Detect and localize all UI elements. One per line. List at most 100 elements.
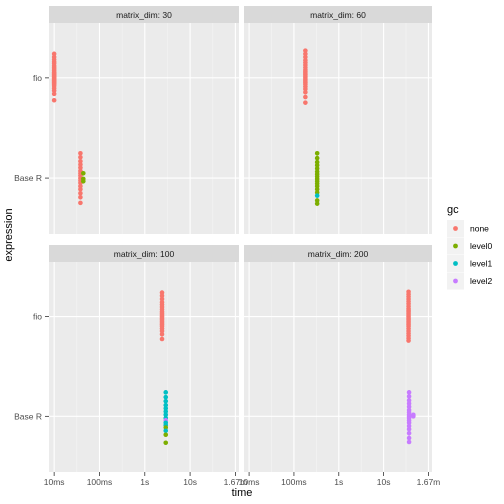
x-tick-label: 1.67m	[417, 477, 441, 487]
data-point	[406, 426, 412, 432]
data-point	[163, 394, 169, 400]
data-point	[163, 406, 169, 411]
facet-strip	[49, 6, 239, 23]
data-point	[406, 435, 412, 441]
legend-item-label: level0	[470, 241, 492, 251]
data-point	[406, 404, 412, 410]
data-point	[411, 413, 416, 418]
data-point	[78, 165, 83, 170]
data-point	[51, 51, 57, 57]
x-tick-label: 1s	[140, 477, 149, 487]
data-point	[51, 97, 57, 103]
data-point	[406, 398, 412, 403]
data-point	[314, 190, 320, 195]
data-point	[406, 401, 412, 406]
data-point	[303, 86, 308, 92]
data-point	[314, 201, 320, 206]
legend-title: gc	[447, 204, 459, 216]
data-point	[303, 100, 308, 105]
legend: gc none level0 level1 level2	[447, 204, 492, 290]
x-tick-label: 100ms	[87, 477, 113, 487]
legend-swatch	[453, 278, 458, 284]
data-point	[78, 150, 83, 156]
data-point	[314, 159, 320, 165]
data-point	[406, 394, 412, 399]
y-tick-label: Base R	[14, 411, 42, 421]
data-point	[51, 88, 57, 93]
data-point	[163, 440, 169, 446]
data-point	[78, 186, 83, 192]
data-point	[78, 200, 83, 206]
panel-background	[49, 23, 239, 234]
data-point	[314, 162, 320, 168]
y-axis-title: expression	[3, 208, 15, 261]
data-point	[314, 193, 320, 198]
panel-background	[244, 262, 432, 472]
data-point	[163, 432, 169, 438]
x-tick-label: 1.67m	[224, 477, 248, 487]
x-tick-label: 10s	[183, 477, 197, 487]
facet-panel: matrix_dim: 30	[49, 6, 239, 234]
x-tick-label: 100ms	[281, 477, 307, 487]
x-axis-title: time	[232, 487, 253, 499]
x-tick-label: 10ms	[44, 477, 65, 487]
panel-background	[49, 262, 239, 472]
y-tick-label: fio	[33, 312, 42, 322]
legend-item-label: none	[470, 224, 489, 234]
data-point	[303, 94, 308, 100]
legend-swatch	[453, 243, 458, 249]
data-point	[406, 420, 412, 426]
data-point	[406, 390, 412, 395]
x-tick-label: 1s	[334, 477, 343, 487]
data-point	[159, 296, 165, 302]
data-point	[303, 48, 308, 53]
legend-swatch	[453, 261, 458, 266]
data-point	[163, 409, 169, 414]
data-point	[314, 198, 320, 203]
legend-swatch	[453, 226, 458, 231]
data-point	[406, 338, 411, 343]
facet-strip-label: matrix_dim: 100	[114, 249, 175, 259]
data-point	[159, 290, 165, 295]
data-point	[159, 336, 165, 342]
data-point	[163, 412, 169, 418]
data-point	[78, 190, 83, 196]
data-point	[163, 390, 169, 395]
data-point	[303, 54, 308, 60]
data-point	[159, 331, 165, 337]
data-point	[314, 186, 320, 192]
data-point	[81, 178, 86, 184]
data-point	[78, 158, 83, 164]
facet-strip	[244, 6, 432, 23]
y-tick-label: Base R	[14, 173, 42, 183]
data-point	[406, 439, 412, 445]
data-point	[159, 328, 165, 334]
data-point	[303, 51, 308, 57]
data-point	[314, 150, 320, 156]
data-point	[303, 89, 308, 95]
data-point	[81, 170, 86, 176]
data-point	[314, 155, 320, 161]
facet-panel: matrix_dim: 200	[244, 245, 432, 472]
data-point	[314, 166, 320, 171]
data-point	[78, 162, 83, 167]
data-point	[51, 91, 57, 97]
facet-strip-label: matrix_dim: 200	[308, 249, 369, 259]
facet-strip	[244, 245, 432, 262]
facet-strip-label: matrix_dim: 60	[310, 10, 366, 20]
data-point	[406, 423, 412, 429]
data-point	[78, 183, 83, 189]
data-point	[163, 428, 169, 434]
facet-strip	[49, 245, 239, 262]
data-point	[163, 402, 169, 408]
facet-panel: matrix_dim: 60	[244, 6, 432, 234]
legend-item-label: level2	[470, 276, 492, 286]
y-tick-label: fio	[33, 73, 42, 83]
data-point	[78, 194, 83, 200]
x-tick-label: 10ms	[239, 477, 260, 487]
data-point	[163, 425, 169, 430]
x-tick-label: 10s	[377, 477, 391, 487]
panel-background	[244, 23, 432, 234]
legend-item-label: level1	[470, 259, 492, 269]
